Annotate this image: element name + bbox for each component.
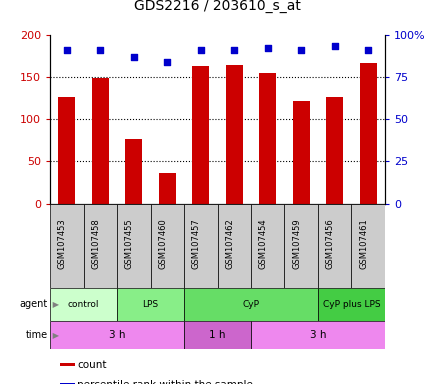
Bar <box>117 288 184 321</box>
Bar <box>60 363 75 366</box>
Text: GSM107458: GSM107458 <box>91 219 100 270</box>
Text: GSM107460: GSM107460 <box>158 219 167 270</box>
Bar <box>225 65 242 204</box>
Text: GDS2216 / 203610_s_at: GDS2216 / 203610_s_at <box>134 0 300 13</box>
Text: GSM107461: GSM107461 <box>358 219 367 270</box>
Bar <box>326 97 342 204</box>
Text: GSM107456: GSM107456 <box>325 219 334 270</box>
Point <box>230 47 237 53</box>
Point <box>197 47 204 53</box>
Bar <box>184 204 217 288</box>
Bar <box>317 204 351 288</box>
Bar <box>60 383 75 384</box>
Bar <box>50 204 83 288</box>
Bar <box>58 97 75 204</box>
Point <box>331 43 338 50</box>
Text: percentile rank within the sample: percentile rank within the sample <box>77 380 253 384</box>
Text: LPS: LPS <box>142 300 158 309</box>
Bar <box>351 204 384 288</box>
Bar <box>359 63 376 204</box>
Text: 1 h: 1 h <box>209 330 225 340</box>
Text: GSM107454: GSM107454 <box>258 219 267 270</box>
Point <box>130 53 137 60</box>
Bar <box>250 204 284 288</box>
Bar <box>50 288 117 321</box>
Bar <box>50 321 184 349</box>
Text: ▶: ▶ <box>49 331 59 339</box>
Bar <box>150 204 184 288</box>
Point <box>297 47 304 53</box>
Text: time: time <box>26 330 48 340</box>
Text: ▶: ▶ <box>49 300 59 309</box>
Bar <box>250 321 384 349</box>
Text: agent: agent <box>20 299 48 310</box>
Bar <box>317 288 384 321</box>
Bar <box>184 288 317 321</box>
Text: 3 h: 3 h <box>309 330 326 340</box>
Text: CyP plus LPS: CyP plus LPS <box>322 300 379 309</box>
Text: GSM107462: GSM107462 <box>225 219 234 270</box>
Point <box>97 47 104 53</box>
Point <box>63 47 70 53</box>
Bar <box>284 204 317 288</box>
Text: count: count <box>77 360 107 370</box>
Bar <box>125 139 142 204</box>
Point <box>264 45 271 51</box>
Text: GSM107459: GSM107459 <box>292 219 300 270</box>
Text: CyP: CyP <box>242 300 259 309</box>
Bar <box>192 66 209 204</box>
Text: GSM107455: GSM107455 <box>125 219 134 270</box>
Point <box>164 58 171 65</box>
Bar <box>158 173 175 204</box>
Bar <box>184 321 250 349</box>
Text: GSM107457: GSM107457 <box>191 219 201 270</box>
Text: GSM107453: GSM107453 <box>58 219 67 270</box>
Bar <box>292 101 309 204</box>
Bar <box>92 78 108 204</box>
Bar <box>117 204 150 288</box>
Point <box>364 47 371 53</box>
Bar <box>259 73 276 204</box>
Text: control: control <box>68 300 99 309</box>
Text: 3 h: 3 h <box>108 330 125 340</box>
Bar <box>217 204 250 288</box>
Bar <box>83 204 117 288</box>
